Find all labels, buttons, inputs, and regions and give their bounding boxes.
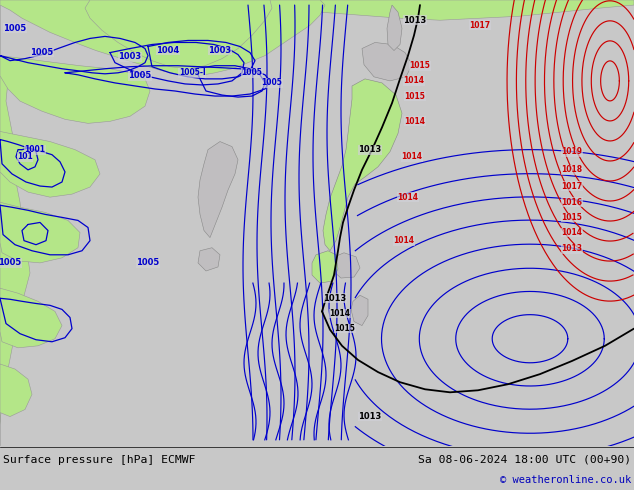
Text: Sa 08-06-2024 18:00 UTC (00+90): Sa 08-06-2024 18:00 UTC (00+90): [418, 455, 631, 465]
Text: 1005: 1005: [3, 24, 27, 33]
Text: 1015: 1015: [335, 324, 356, 333]
Text: 1014: 1014: [403, 76, 425, 85]
Polygon shape: [312, 251, 338, 283]
Text: 1014: 1014: [394, 236, 415, 245]
Polygon shape: [0, 364, 32, 416]
Polygon shape: [0, 0, 30, 446]
Polygon shape: [323, 79, 402, 251]
Polygon shape: [0, 288, 62, 348]
Polygon shape: [351, 295, 368, 325]
Text: 1013: 1013: [358, 412, 382, 421]
Text: 101: 101: [17, 152, 33, 161]
Text: 1003: 1003: [119, 52, 141, 61]
Text: 1017: 1017: [562, 181, 583, 191]
Text: 1015: 1015: [562, 213, 583, 222]
Polygon shape: [362, 43, 412, 81]
Text: 1004: 1004: [157, 46, 179, 55]
Polygon shape: [0, 0, 634, 20]
Text: 1005: 1005: [136, 258, 160, 268]
Text: 1013: 1013: [403, 16, 427, 24]
Text: 1005: 1005: [128, 72, 152, 80]
Polygon shape: [0, 55, 150, 123]
Text: 1001: 1001: [25, 145, 46, 154]
Text: 1015: 1015: [404, 92, 425, 100]
Text: 1003: 1003: [209, 46, 231, 55]
Polygon shape: [387, 5, 402, 50]
Polygon shape: [198, 142, 238, 238]
Text: 1014: 1014: [404, 117, 425, 126]
Polygon shape: [332, 253, 360, 278]
Text: 1013: 1013: [358, 145, 382, 154]
Text: 1005: 1005: [30, 48, 54, 57]
Text: 1014: 1014: [562, 228, 583, 237]
Text: 1019: 1019: [562, 147, 583, 156]
Text: 1005: 1005: [262, 78, 282, 87]
Text: 1014: 1014: [398, 193, 418, 202]
Polygon shape: [198, 248, 220, 271]
Text: 1014: 1014: [330, 309, 351, 318]
Polygon shape: [0, 202, 80, 263]
Polygon shape: [0, 0, 325, 76]
Text: 1005-l: 1005-l: [179, 68, 205, 77]
Text: Surface pressure [hPa] ECMWF: Surface pressure [hPa] ECMWF: [3, 455, 195, 465]
Text: 1016: 1016: [562, 198, 583, 207]
Text: 1013: 1013: [562, 244, 583, 253]
Text: 1005: 1005: [242, 68, 262, 77]
Text: 1015: 1015: [410, 61, 430, 70]
Text: 1005: 1005: [0, 258, 22, 268]
Text: © weatheronline.co.uk: © weatheronline.co.uk: [500, 475, 631, 485]
Text: 1017: 1017: [469, 21, 491, 30]
Polygon shape: [0, 131, 100, 197]
Polygon shape: [85, 0, 272, 69]
Text: 1014: 1014: [401, 152, 422, 161]
Text: 1013: 1013: [323, 294, 347, 303]
Text: 1018: 1018: [562, 165, 583, 174]
